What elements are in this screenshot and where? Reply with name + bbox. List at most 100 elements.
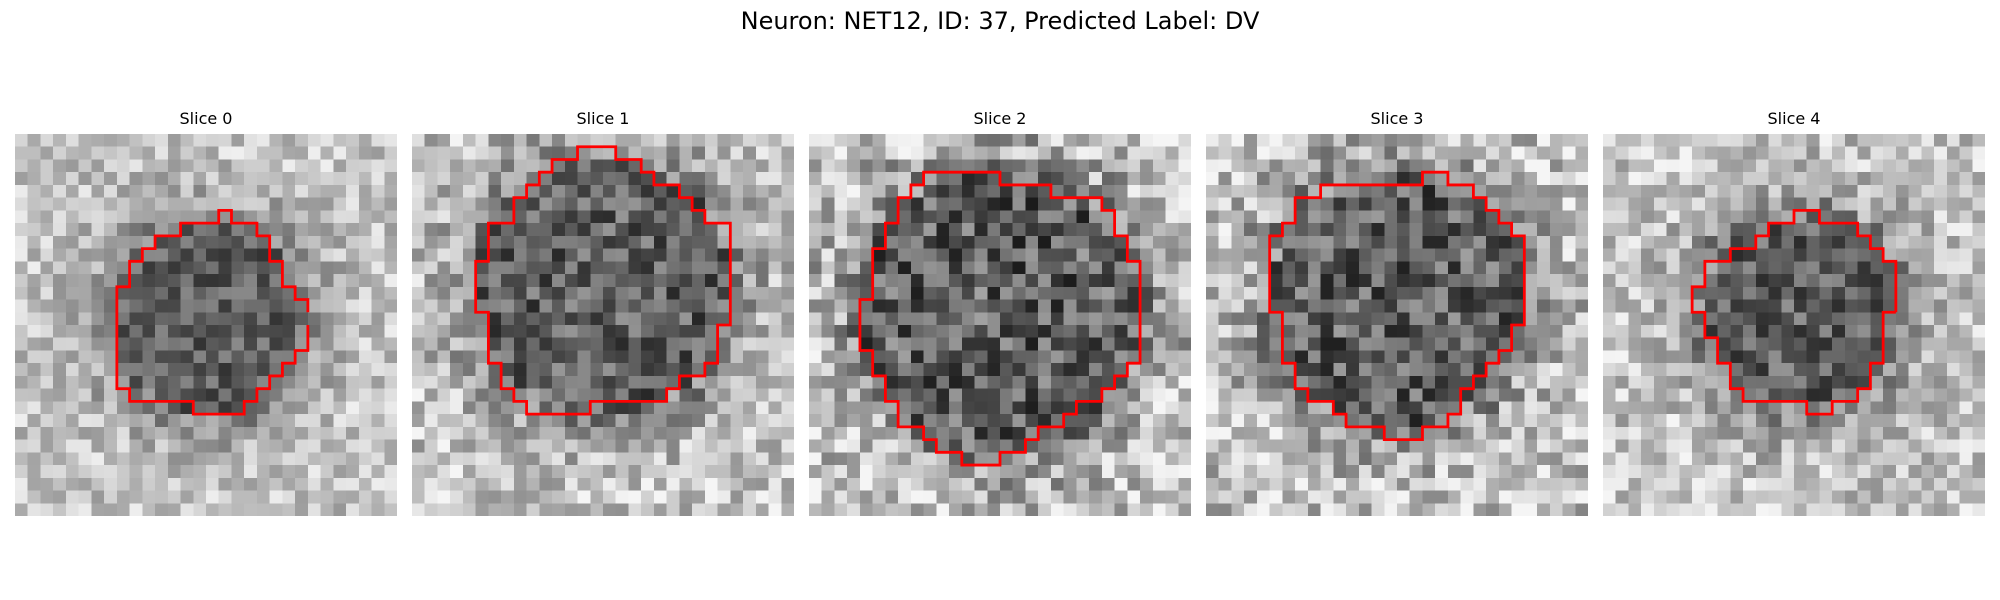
pixel	[1895, 248, 1909, 262]
pixel	[628, 210, 642, 224]
pixel	[1460, 490, 1474, 504]
pixel	[1768, 477, 1782, 491]
pixel	[949, 299, 963, 313]
pixel	[577, 312, 591, 326]
pixel	[1333, 401, 1347, 415]
pixel	[704, 414, 718, 428]
pixel	[307, 312, 321, 326]
pixel	[40, 172, 54, 186]
pixel	[167, 184, 181, 198]
pixel	[1218, 426, 1232, 440]
pixel	[1562, 223, 1576, 237]
pixel	[320, 146, 334, 160]
pixel	[231, 388, 245, 402]
pixel	[475, 274, 489, 288]
pixel	[142, 477, 156, 491]
pixel	[590, 401, 604, 415]
pixel	[91, 414, 105, 428]
pixel	[1089, 375, 1103, 389]
pixel	[743, 197, 757, 211]
pixel	[167, 172, 181, 186]
pixel	[847, 452, 861, 466]
pixel	[488, 197, 502, 211]
pixel	[295, 223, 309, 237]
pixel	[1307, 197, 1321, 211]
pixel	[65, 401, 79, 415]
pixel	[53, 325, 67, 338]
pixel	[1165, 439, 1179, 453]
pixel	[295, 401, 309, 415]
pixel	[590, 452, 604, 466]
pixel	[269, 274, 283, 288]
pixel	[1127, 223, 1141, 237]
pixel	[526, 477, 540, 491]
pixel	[1806, 452, 1820, 466]
pixel	[513, 184, 527, 198]
pixel	[1422, 350, 1436, 364]
pixel	[834, 325, 848, 338]
pixel	[231, 159, 245, 173]
pixel	[1218, 375, 1232, 389]
pixel	[346, 452, 360, 466]
pixel	[564, 337, 578, 351]
pixel	[27, 223, 41, 237]
pixel	[15, 146, 28, 160]
pixel	[206, 401, 219, 415]
pixel	[40, 210, 54, 224]
pixel	[1641, 363, 1655, 377]
pixel	[1755, 465, 1769, 479]
pixel	[1152, 325, 1166, 338]
pixel	[116, 465, 130, 479]
pixel	[65, 146, 79, 160]
pixel	[885, 465, 899, 479]
pixel	[1511, 299, 1525, 313]
pixel	[462, 197, 476, 211]
pixel	[346, 388, 360, 402]
pixel	[1000, 286, 1013, 300]
pixel	[809, 210, 822, 224]
pixel	[1282, 299, 1296, 313]
pixel	[1972, 350, 1985, 364]
pixel	[333, 146, 347, 160]
pixel	[53, 337, 67, 351]
pixel	[898, 286, 912, 300]
pixel	[1358, 286, 1372, 300]
pixel	[1615, 159, 1629, 173]
pixel	[1218, 388, 1232, 402]
pixel	[1768, 325, 1782, 338]
pixel	[1269, 426, 1283, 440]
pixel	[847, 325, 861, 338]
pixel	[1165, 248, 1179, 262]
pixel	[1794, 503, 1807, 516]
pixel	[577, 503, 591, 516]
pixel	[679, 146, 693, 160]
pixel	[142, 159, 156, 173]
pixel	[717, 325, 731, 338]
pixel	[116, 134, 130, 147]
pixel	[1218, 490, 1232, 504]
pixel	[898, 388, 912, 402]
pixel	[1653, 184, 1667, 198]
pixel	[1320, 159, 1334, 173]
pixel	[1307, 401, 1321, 415]
pixel	[129, 375, 143, 389]
pixel	[1397, 299, 1410, 313]
pixel	[730, 248, 744, 262]
pixel	[1486, 426, 1500, 440]
pixel	[768, 299, 782, 313]
pixel	[1781, 325, 1795, 338]
pixel	[104, 235, 118, 249]
pixel	[244, 337, 258, 351]
pixel	[218, 490, 232, 504]
pixel	[666, 274, 680, 288]
pixel	[155, 248, 169, 262]
pixel	[1806, 286, 1820, 300]
pixel	[1076, 299, 1090, 313]
pixel	[666, 401, 680, 415]
pixel	[1562, 375, 1576, 389]
pixel	[641, 146, 655, 160]
pixel	[961, 210, 975, 224]
neuron-outline	[474, 145, 732, 416]
pixel	[320, 490, 334, 504]
pixel	[437, 490, 451, 504]
